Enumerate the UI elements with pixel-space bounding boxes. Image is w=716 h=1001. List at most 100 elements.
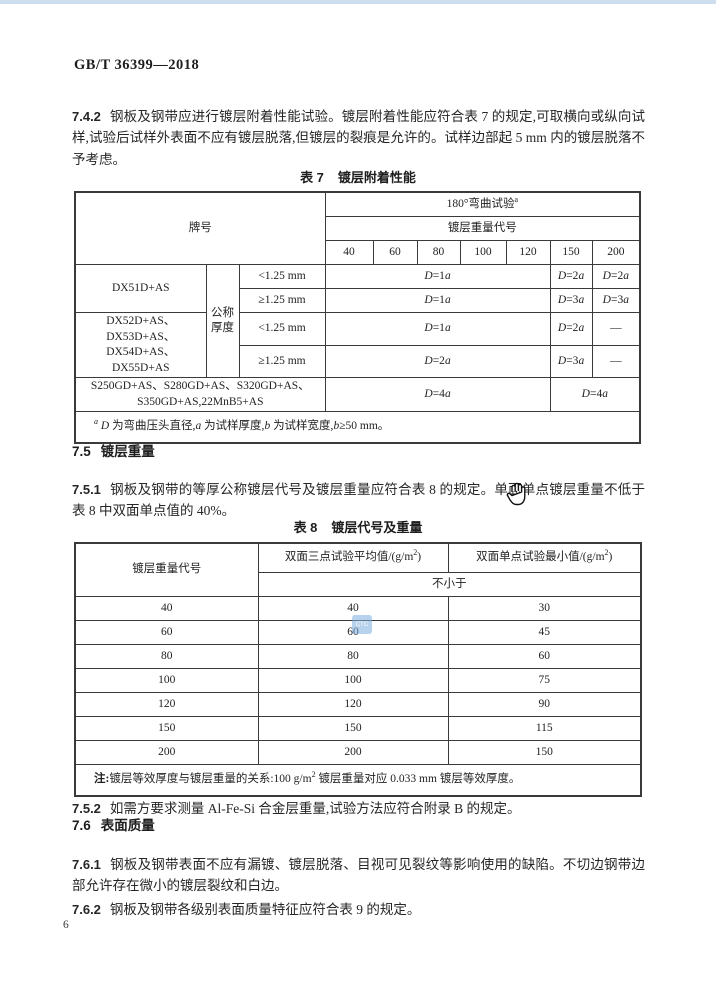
table-cell: 200 — [591, 240, 641, 265]
clause-number: 7.5.1 — [72, 481, 101, 497]
table-cell: 150 — [447, 740, 642, 765]
clause-text: 钢板及钢带应进行镀层附着性能试验。镀层附着性能应符合表 7 的规定,可取横向或纵… — [72, 108, 645, 167]
watermark-label: CTC — [355, 621, 369, 628]
table-cell: 60 — [74, 620, 259, 645]
table-cell: DX51D+AS — [74, 264, 207, 313]
paragraph-7-4-2: 7.4.2 钢板及钢带应进行镀层附着性能试验。镀层附着性能应符合表 7 的规定,可… — [72, 106, 645, 171]
table-cell: 镀层重量代号 — [324, 216, 641, 241]
table-cell: <1.25 mm — [238, 312, 326, 346]
table-cell: D=2a — [324, 344, 551, 379]
table-row: S250GD+AS、S280GD+AS、S320GD+AS、S350GD+AS,… — [74, 377, 641, 413]
table-cell: 100 — [74, 668, 259, 693]
standard-code-header: GB/T 36399—2018 — [74, 57, 200, 73]
table-cell: 80 — [257, 644, 449, 669]
heading-7-6: 7.6 表面质量 — [72, 814, 155, 834]
clause-text: 钢板及钢带的等厚公称镀层代号及镀层重量应符合表 8 的规定。单面单点镀层重量不低… — [72, 481, 645, 519]
table-row: 镀层重量代号 — [75, 216, 641, 241]
table-row: 镀层重量代号 双面三点试验平均值/(g/m2) 双面单点试验最小值/(g/m2) — [74, 542, 642, 597]
table-cell: 镀层重量代号 — [74, 542, 259, 597]
table-row: 注:镀层等效厚度与镀层重量的关系:100 g/m2 镀层重量对应 0.033 m… — [74, 764, 642, 797]
table-row: DX51D+AS 公称厚度 <1.25 mm D=1a D=2a D=2a — [74, 263, 641, 379]
watermark-badge: CTC — [352, 615, 372, 634]
table-cell: — — [591, 312, 641, 346]
clause-number: 7.4.2 — [72, 108, 101, 124]
table-cell: <1.25 mm — [238, 264, 326, 289]
table-cell: 80 — [74, 644, 259, 669]
table-row: 牌号 180°弯曲试验a — [74, 191, 641, 265]
table-cell: D=3a — [591, 288, 641, 313]
table-cell: 双面三点试验平均值/(g/m2) — [257, 542, 449, 573]
table-cell: D=4a — [324, 377, 551, 413]
table-cell: 30 — [447, 596, 642, 621]
page-number: 6 — [63, 919, 69, 931]
table-coating-adhesion: 牌号 180°弯曲试验a 镀层重量代号 40 60 80 100 120 150 200 DX51D… — [74, 191, 642, 445]
table-row: a D 为弯曲压头直径,a 为试样厚度,b 为试样宽度,b≥50 mm。 — [74, 411, 641, 444]
table-row: ≥1.25 mm D=1a D=3a D=3a — [75, 288, 641, 313]
table-coating-weight: 镀层重量代号 双面三点试验平均值/(g/m2) 双面单点试验最小值/(g/m2) 不小… — [74, 542, 642, 797]
table-cell: 120 — [74, 692, 259, 717]
clause-number: 7.5.2 — [72, 800, 101, 816]
table-cell: 90 — [447, 692, 642, 717]
table-cell: D=2a — [591, 264, 641, 289]
table8-title: 镀层代号及重量 — [331, 520, 423, 535]
table-cell: D=4a — [549, 377, 641, 413]
clause-number: 7.6.1 — [72, 856, 101, 872]
table-cell: a D 为弯曲压头直径,a 为试样厚度,b 为试样宽度,b≥50 mm。 — [74, 411, 641, 444]
table-cell: 100 — [257, 668, 449, 693]
table8-label: 表 8 — [293, 520, 318, 535]
table-row: 40 40 30 — [74, 596, 642, 621]
clause-text: 钢板及钢带各级别表面质量特征应符合表 9 的规定。 — [109, 901, 421, 917]
table-cell: 200 — [257, 740, 449, 765]
clause-text: 钢板及钢带表面不应有漏镀、镀层脱落、目视可见裂纹等影响使用的缺陷。不切边钢带边部… — [72, 856, 645, 894]
table-cell: 120 — [505, 240, 551, 265]
table-cell: — — [591, 344, 641, 379]
table-cell: 100 — [459, 240, 507, 265]
table-row: 100 100 75 — [74, 668, 642, 693]
table-cell: 公称厚度 — [205, 263, 240, 379]
table8-caption: 表 8 镀层代号及重量 — [0, 517, 716, 536]
table7-label: 表 7 — [300, 170, 324, 185]
table-cell: 120 — [257, 692, 449, 717]
table-cell: DX52D+AS、DX53D+AS、DX54D+AS、DX55D+AS — [74, 311, 207, 379]
paragraph-7-6-1: 7.6.1 钢板及钢带表面不应有漏镀、镀层脱落、目视可见裂纹等影响使用的缺陷。不切… — [72, 854, 645, 897]
table-cell: 115 — [447, 716, 642, 741]
table-cell: D=3a — [549, 288, 593, 313]
table-cell: D=1a — [324, 264, 551, 289]
table-cell: 牌号 — [74, 191, 326, 265]
table-row: 80 80 60 — [74, 644, 642, 669]
table-cell: 150 — [257, 716, 449, 741]
clause-text: 如需方要求测量 Al-Fe-Si 合金层重量,试验方法应符合附录 B 的规定。 — [109, 800, 521, 816]
table-row: DX52D+AS、DX53D+AS、DX54D+AS、DX55D+AS <1.25… — [74, 311, 641, 379]
paragraph-7-6-2: 7.6.2 钢板及钢带各级别表面质量特征应符合表 9 的规定。 — [72, 899, 645, 921]
paragraph-7-5-2: 7.5.2 如需方要求测量 Al-Fe-Si 合金层重量,试验方法应符合附录 B … — [72, 798, 645, 820]
table-cell: D=2a — [549, 264, 593, 289]
table-cell: 60 — [447, 644, 642, 669]
table-cell: 200 — [74, 740, 259, 765]
table-cell: ≥1.25 mm — [238, 288, 326, 313]
table-row: 200 200 150 — [74, 740, 642, 765]
table-cell: D=2a — [549, 312, 593, 346]
table-cell: 不小于 — [257, 572, 642, 597]
table-row: 150 150 115 — [74, 716, 642, 741]
table-cell: 75 — [447, 668, 642, 693]
table-cell: 150 — [549, 240, 593, 265]
clause-number: 7.6 — [72, 818, 91, 833]
clause-number: 7.5 — [72, 444, 91, 459]
hand-grab-cursor-icon — [505, 481, 529, 507]
table-cell: 40 — [74, 596, 259, 621]
clause-number: 7.6.2 — [72, 901, 101, 917]
table-cell: 60 — [372, 240, 418, 265]
heading-7-5: 7.5 镀层重量 — [72, 440, 155, 460]
table-cell: D=1a — [324, 288, 551, 313]
table7-title: 镀层附着性能 — [337, 170, 416, 185]
viewer-top-strip — [0, 0, 716, 4]
paragraph-7-5-1: 7.5.1 钢板及钢带的等厚公称镀层代号及镀层重量应符合表 8 的规定。单面单点镀… — [72, 479, 645, 522]
table-cell: S250GD+AS、S280GD+AS、S320GD+AS、S350GD+AS,… — [74, 377, 326, 413]
table-cell: 双面单点试验最小值/(g/m2) — [447, 542, 642, 573]
table-cell: ≥1.25 mm — [238, 344, 326, 379]
table-cell: 80 — [416, 240, 461, 265]
table-cell: 注:镀层等效厚度与镀层重量的关系:100 g/m2 镀层重量对应 0.033 m… — [74, 764, 642, 797]
table-row: 120 120 90 — [74, 692, 642, 717]
heading-text: 表面质量 — [100, 818, 155, 833]
